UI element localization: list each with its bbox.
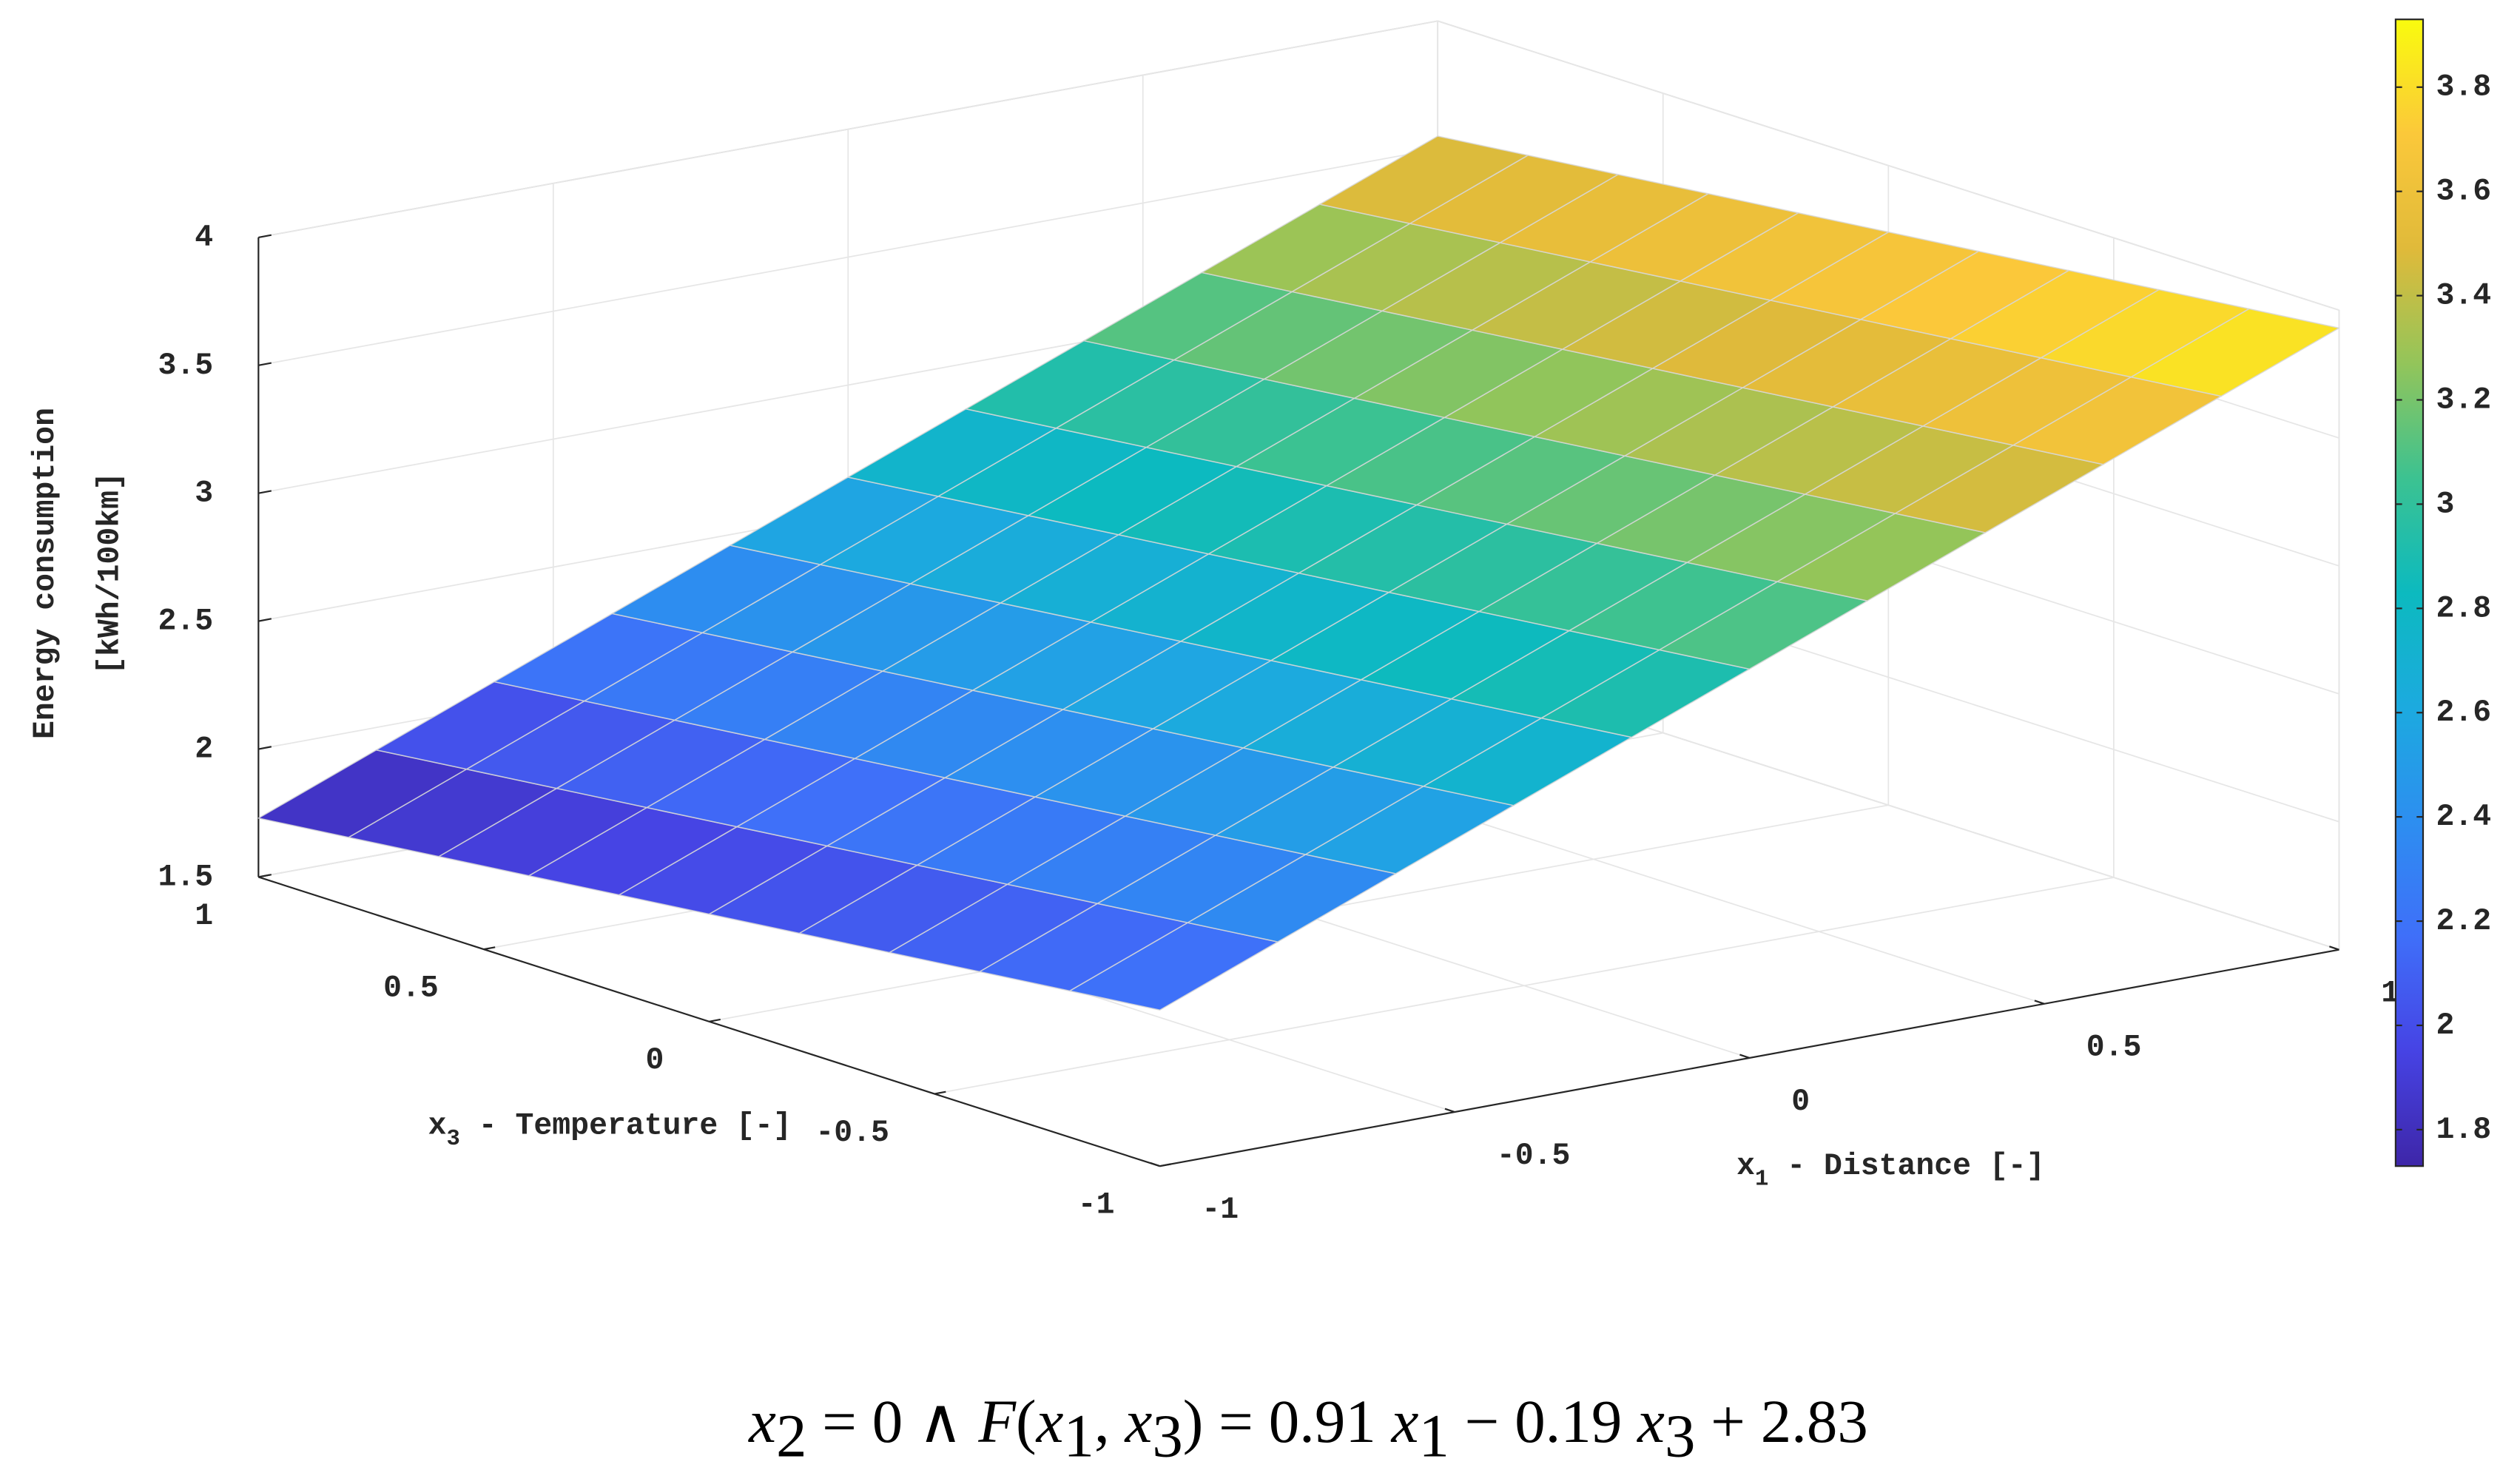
colorbar-tick-label: 2.4 bbox=[2436, 800, 2491, 835]
colorbar-tick-label: 3.2 bbox=[2436, 382, 2491, 417]
y-axis-label-part: 3 bbox=[447, 1127, 460, 1152]
colorbar bbox=[2394, 18, 2425, 1167]
caption-part: x bbox=[1035, 1387, 1064, 1455]
caption-part: = 0 ∧ bbox=[806, 1387, 978, 1455]
caption-part: 1 bbox=[1064, 1402, 1094, 1470]
z-tick-label: 1.5 bbox=[158, 860, 214, 894]
x-tick bbox=[1150, 1162, 1160, 1167]
caption-part: + 2.83 bbox=[1695, 1387, 1867, 1455]
x-axis-label-part: x bbox=[1736, 1149, 1755, 1184]
caption: x2 = 0 ∧ F(x1, x3) = 0.91 x1 − 0.19 x3 +… bbox=[747, 1387, 1868, 1470]
colorbar-tick-label: 2.2 bbox=[2436, 904, 2491, 939]
y-tick-label: -1 bbox=[1078, 1188, 1115, 1223]
z-axis-label: Energy consumption bbox=[28, 408, 63, 739]
caption-part: x bbox=[1390, 1387, 1419, 1455]
x-tick bbox=[2329, 946, 2339, 951]
z-tick bbox=[258, 490, 272, 494]
x-tick-label: 0.5 bbox=[2086, 1031, 2142, 1065]
y-tick-label: -0.5 bbox=[815, 1116, 889, 1150]
z-tick-label: 4 bbox=[195, 220, 213, 255]
caption-part: 2 bbox=[776, 1402, 806, 1470]
caption-part: x bbox=[1123, 1387, 1152, 1455]
y-tick-label: 0.5 bbox=[383, 971, 439, 1005]
x-axis-label: x1 - Distance [-] bbox=[1736, 1149, 2045, 1193]
z-tick-label: 3 bbox=[195, 476, 213, 511]
x-axis-label-part: 1 bbox=[1755, 1167, 1768, 1193]
y-axis-label: x3 - Temperature [-] bbox=[428, 1109, 792, 1153]
x-tick-label: -1 bbox=[1202, 1193, 1239, 1227]
colorbar-tick-label: 2 bbox=[2436, 1008, 2454, 1043]
caption-part: , bbox=[1094, 1387, 1125, 1455]
caption-part: 3 bbox=[1665, 1402, 1695, 1470]
y-tick bbox=[483, 946, 496, 951]
z-tick bbox=[258, 618, 272, 622]
y-tick bbox=[258, 874, 270, 878]
caption-part: 1 bbox=[1418, 1402, 1449, 1470]
x-tick bbox=[1739, 1054, 1750, 1059]
colorbar-tick-label: 2.6 bbox=[2436, 695, 2491, 730]
y-tick bbox=[709, 1018, 721, 1022]
y-tick-label: 1 bbox=[195, 899, 213, 934]
surface-cell bbox=[1319, 135, 1529, 224]
x-tick-label: 0 bbox=[1791, 1085, 1810, 1119]
x-axis-label-part: - Distance [-] bbox=[1768, 1149, 2044, 1184]
caption-part: x bbox=[1636, 1387, 1665, 1455]
colorbar-tick-label: 3.4 bbox=[2436, 279, 2491, 314]
colorbar-tick-label: 3.6 bbox=[2436, 175, 2491, 209]
y-tick-label: 0 bbox=[645, 1043, 664, 1078]
colorbar-tick-label: 3 bbox=[2436, 487, 2454, 522]
colorbar-tick-label: 1.8 bbox=[2436, 1113, 2491, 1147]
caption-part: x bbox=[747, 1387, 776, 1455]
caption-part: ( bbox=[1016, 1387, 1037, 1455]
y-tick bbox=[934, 1091, 946, 1095]
caption-part: 3 bbox=[1152, 1402, 1182, 1470]
z-tick-label: 2 bbox=[195, 732, 213, 766]
z-tick bbox=[258, 362, 272, 366]
z-tick-label: 2.5 bbox=[158, 604, 214, 639]
colorbar-tick-label: 2.8 bbox=[2436, 591, 2491, 626]
z-tick bbox=[258, 234, 272, 238]
z-tick bbox=[258, 746, 272, 750]
x-tick-label: -0.5 bbox=[1497, 1139, 1571, 1173]
colorbar-tick-label: 3.8 bbox=[2436, 70, 2491, 105]
caption-part: ) = 0.91 bbox=[1183, 1387, 1392, 1455]
x-tick bbox=[2034, 1000, 2045, 1005]
z-axis-label: [kWh/100km] bbox=[92, 472, 127, 675]
y-axis-label-part: - Temperature [-] bbox=[460, 1109, 792, 1144]
caption-part: F bbox=[977, 1387, 1017, 1455]
x-tick bbox=[1444, 1108, 1455, 1113]
grid-line bbox=[934, 877, 2115, 1095]
caption-part: − 0.19 bbox=[1449, 1387, 1637, 1455]
y-tick bbox=[1159, 1163, 1172, 1167]
z-tick-label: 3.5 bbox=[158, 348, 214, 383]
y-axis-label-part: x bbox=[428, 1109, 447, 1144]
